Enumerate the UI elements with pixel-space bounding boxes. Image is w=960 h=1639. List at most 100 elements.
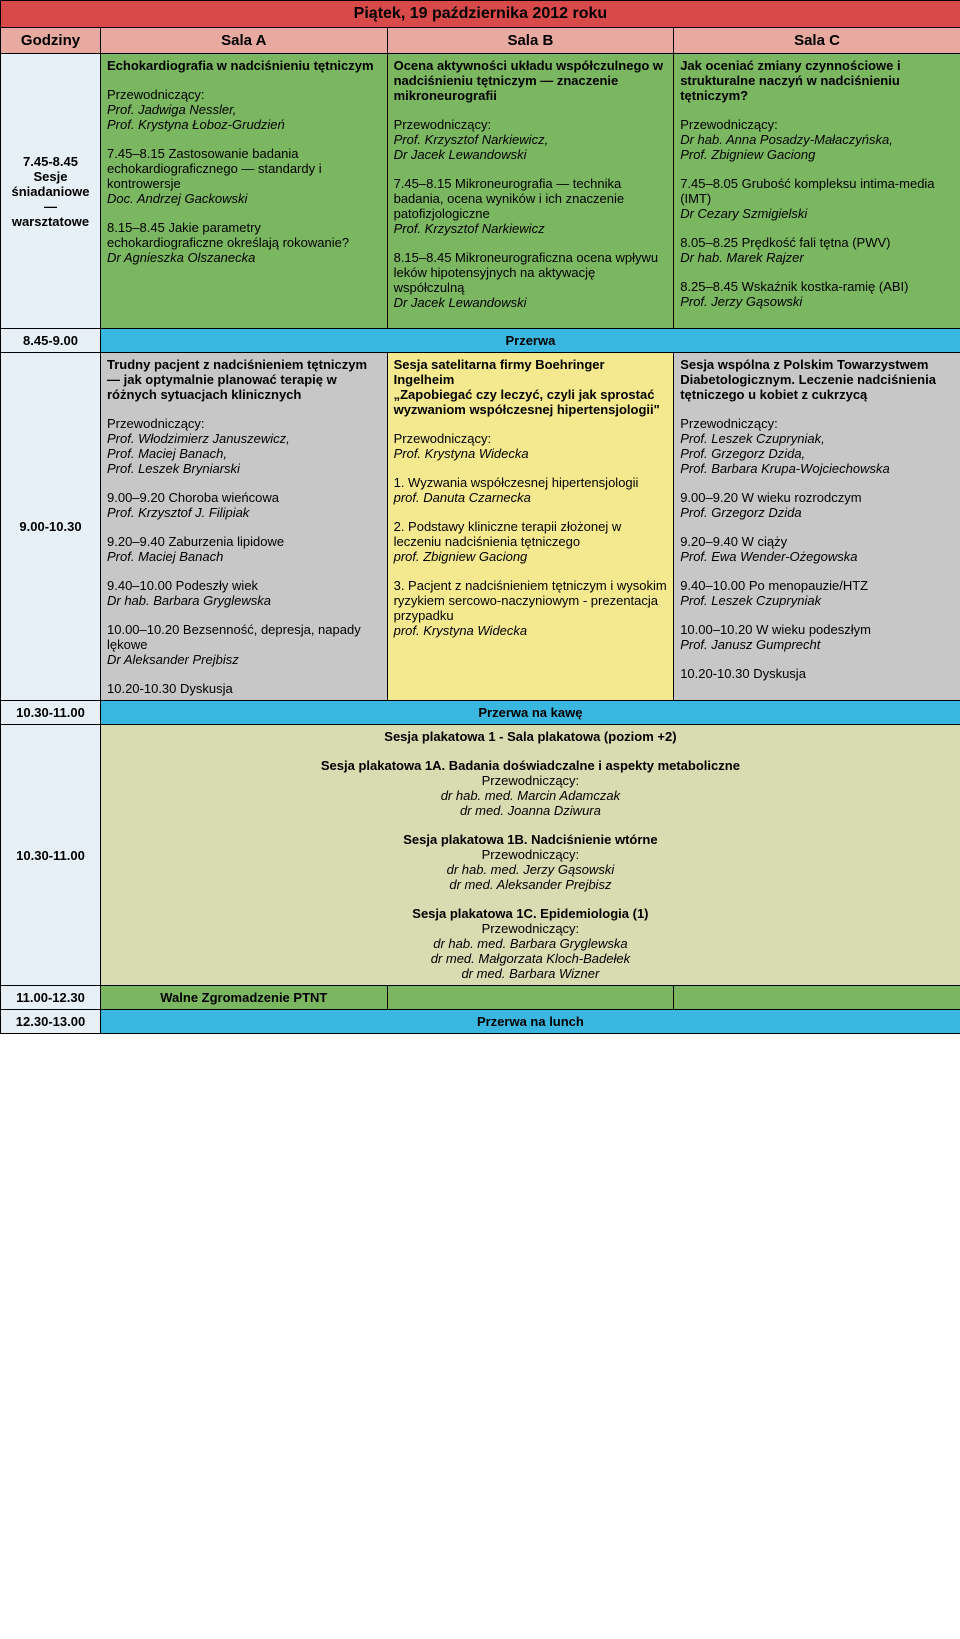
r2A-chair-label: Przewodniczący: <box>107 416 381 431</box>
r1B-s2: Dr Jacek Lewandowski <box>394 295 668 310</box>
row-poster: 10.30-11.00 Sesja plakatowa 1 - Sala pla… <box>1 725 960 986</box>
r2B-chair-label: Przewodniczący: <box>394 431 668 446</box>
r2C-s4: Prof. Janusz Gumprecht <box>680 637 954 652</box>
r1C-title: Jak oceniać zmiany czynnościowe i strukt… <box>680 58 954 103</box>
r1C-t2: 8.05–8.25 Prędkość fali tętna (PWV) <box>680 235 954 250</box>
break1-label: Przerwa <box>101 329 960 353</box>
r2-roomB: Sesja satelitarna firmy Boehringer Ingel… <box>387 353 674 701</box>
r2C-t2: 9.20–9.40 W ciąży <box>680 534 954 549</box>
poster-1B-c2: dr med. Aleksander Prejbisz <box>107 877 954 892</box>
r2A-t4: 10.00–10.20 Bezsenność, depresja, napady… <box>107 622 381 652</box>
r1C-s1: Dr Cezary Szmigielski <box>680 206 954 221</box>
time-900: 9.00-10.30 <box>1 353 101 701</box>
r1C-t1: 7.45–8.05 Grubość kompleksu intima-media… <box>680 176 954 206</box>
row-break1: 8.45-9.00 Przerwa <box>1 329 960 353</box>
r1A-title: Echokardiografia w nadciśnieniu tętniczy… <box>107 58 381 73</box>
poster-1B-c1: dr hab. med. Jerzy Gąsowski <box>107 862 954 877</box>
r2C-s1: Prof. Grzegorz Dzida <box>680 505 954 520</box>
time-break3: 12.30-13.00 <box>1 1010 101 1034</box>
walne-label: Walne Zgromadzenie PTNT <box>101 986 388 1010</box>
col-roomC-header: Sala C <box>674 28 960 54</box>
r1C-t3: 8.25–8.45 Wskaźnik kostka-ramię (ABI) <box>680 279 954 294</box>
poster-1A-c2: dr med. Joanna Dziwura <box>107 803 954 818</box>
r2B-s3: prof. Krystyna Widecka <box>394 623 528 638</box>
r2-roomC: Sesja wspólna z Polskim Towarzystwem Dia… <box>674 353 960 701</box>
row-900: 9.00-10.30 Trudny pacjent z nadciśnienie… <box>1 353 960 701</box>
r1A-s2: Dr Agnieszka Olszanecka <box>107 250 381 265</box>
walne-empty-c <box>674 986 960 1010</box>
r1B-chair2: Dr Jacek Lewandowski <box>394 147 668 162</box>
r2A-s1: Prof. Krzysztof J. Filipiak <box>107 505 381 520</box>
row-break3: 12.30-13.00 Przerwa na lunch <box>1 1010 960 1034</box>
r2A-t2: 9.20–9.40 Zaburzenia lipidowe <box>107 534 381 549</box>
r2-roomA: Trudny pacjent z nadciśnieniem tętniczym… <box>101 353 388 701</box>
walne-empty-b <box>387 986 674 1010</box>
r1B-s1: Prof. Krzysztof Narkiewicz <box>394 221 668 236</box>
schedule-table: Piątek, 19 października 2012 roku Godzin… <box>0 0 960 1034</box>
r1-roomA: Echokardiografia w nadciśnieniu tętniczy… <box>101 54 388 329</box>
poster-1C-c1: dr hab. med. Barbara Gryglewska <box>107 936 954 951</box>
break3-label: Przerwa na lunch <box>101 1010 960 1034</box>
r2A-chair2: Prof. Maciej Banach, <box>107 446 381 461</box>
r1B-title: Ocena aktywności układu współczulnego w … <box>394 58 668 103</box>
time-walne: 11.00-12.30 <box>1 986 101 1010</box>
r1A-t2: 8.15–8.45 Jakie parametry echokardiograf… <box>107 220 381 250</box>
r2C-chair1: Prof. Leszek Czupryniak, <box>680 431 954 446</box>
row-walne: 11.00-12.30 Walne Zgromadzenie PTNT <box>1 986 960 1010</box>
r2B-s1: prof. Danuta Czarnecka <box>394 490 668 505</box>
poster-1A-chair-label: Przewodniczący: <box>107 773 954 788</box>
col-time-header: Godziny <box>1 28 101 54</box>
r1C-chair1: Dr hab. Anna Posadzy-Małaczyńska, <box>680 132 954 147</box>
poster-1A-title: Sesja plakatowa 1A. Badania doświadczaln… <box>107 758 954 773</box>
poster-1A-c1: dr hab. med. Marcin Adamczak <box>107 788 954 803</box>
r2A-s2: Prof. Maciej Banach <box>107 549 381 564</box>
r1-roomB: Ocena aktywności układu współczulnego w … <box>387 54 674 329</box>
r2A-s3: Dr hab. Barbara Gryglewska <box>107 593 381 608</box>
r2C-title: Sesja wspólna z Polskim Towarzystwem Dia… <box>680 357 954 402</box>
row-745: 7.45-8.45 Sesje śniadaniowe — warsztatow… <box>1 54 960 329</box>
r2B-s2: prof. Zbigniew Gaciong <box>394 549 668 564</box>
r2C-t1: 9.00–9.20 W wieku rozrodczym <box>680 490 954 505</box>
r1B-t2: 8.15–8.45 Mikroneurograficzna ocena wpły… <box>394 250 668 295</box>
r2A-title: Trudny pacjent z nadciśnieniem tętniczym… <box>107 357 381 402</box>
r1A-t1: 7.45–8.15 Zastosowanie badania echokardi… <box>107 146 381 191</box>
poster-1C-c2: dr med. Małgorzata Kloch-Badełek <box>107 951 954 966</box>
poster-1B-chair-label: Przewodniczący: <box>107 847 954 862</box>
r2A-disc: 10.20-10.30 Dyskusja <box>107 681 381 696</box>
r2C-disc: 10.20-10.30 Dyskusja <box>680 666 954 681</box>
poster-1C-c3: dr med. Barbara Wizner <box>107 966 954 981</box>
r2A-t1: 9.00–9.20 Choroba wieńcowa <box>107 490 381 505</box>
r2C-t3: 9.40–10.00 Po menopauzie/HTZ <box>680 578 954 593</box>
time-break2: 10.30-11.00 <box>1 701 101 725</box>
r1B-chair-label: Przewodniczący: <box>394 117 668 132</box>
r2B-t2: 2. Podstawy kliniczne terapii złożonej w… <box>394 519 668 549</box>
r1A-chair2: Prof. Krystyna Łoboz-Grudzień <box>107 117 381 132</box>
r2B-title2: „Zapobiegać czy leczyć, czyli jak sprost… <box>394 387 668 417</box>
day-title: Piątek, 19 października 2012 roku <box>1 1 960 28</box>
col-roomB-header: Sala B <box>387 28 674 54</box>
r2C-chair2: Prof. Grzegorz Dzida, <box>680 446 954 461</box>
r1C-s3: Prof. Jerzy Gąsowski <box>680 294 954 309</box>
time-poster: 10.30-11.00 <box>1 725 101 986</box>
r2C-s2: Prof. Ewa Wender-Ożegowska <box>680 549 954 564</box>
r1C-chair2: Prof. Zbigniew Gaciong <box>680 147 954 162</box>
r2B-title1: Sesja satelitarna firmy Boehringer Ingel… <box>394 357 668 387</box>
r2C-t4: 10.00–10.20 W wieku podeszłym <box>680 622 954 637</box>
r2A-s4: Dr Aleksander Prejbisz <box>107 652 381 667</box>
r1C-chair-label: Przewodniczący: <box>680 117 954 132</box>
r1A-s1: Doc. Andrzej Gackowski <box>107 191 381 206</box>
time-745: 7.45-8.45 Sesje śniadaniowe — warsztatow… <box>1 54 101 329</box>
r1-roomC: Jak oceniać zmiany czynnościowe i strukt… <box>674 54 960 329</box>
r2B-t3: 3. Pacjent z nadciśnieniem tętniczym i w… <box>394 578 668 623</box>
r1B-t1: 7.45–8.15 Mikroneurografia — technika ba… <box>394 176 668 221</box>
r1A-chair-label: Przewodniczący: <box>107 87 381 102</box>
poster-header: Sesja plakatowa 1 - Sala plakatowa (pozi… <box>107 729 954 744</box>
poster-1C-title: Sesja plakatowa 1C. Epidemiologia (1) <box>107 906 954 921</box>
r2B-chair1: Prof. Krystyna Widecka <box>394 446 668 461</box>
day-header-row: Piątek, 19 października 2012 roku <box>1 1 960 28</box>
break2-label: Przerwa na kawę <box>101 701 960 725</box>
r1A-chair1: Prof. Jadwiga Nessler, <box>107 102 381 117</box>
r1B-chair1: Prof. Krzysztof Narkiewicz, <box>394 132 668 147</box>
r1C-s2: Dr hab. Marek Rajzer <box>680 250 954 265</box>
col-roomA-header: Sala A <box>101 28 388 54</box>
